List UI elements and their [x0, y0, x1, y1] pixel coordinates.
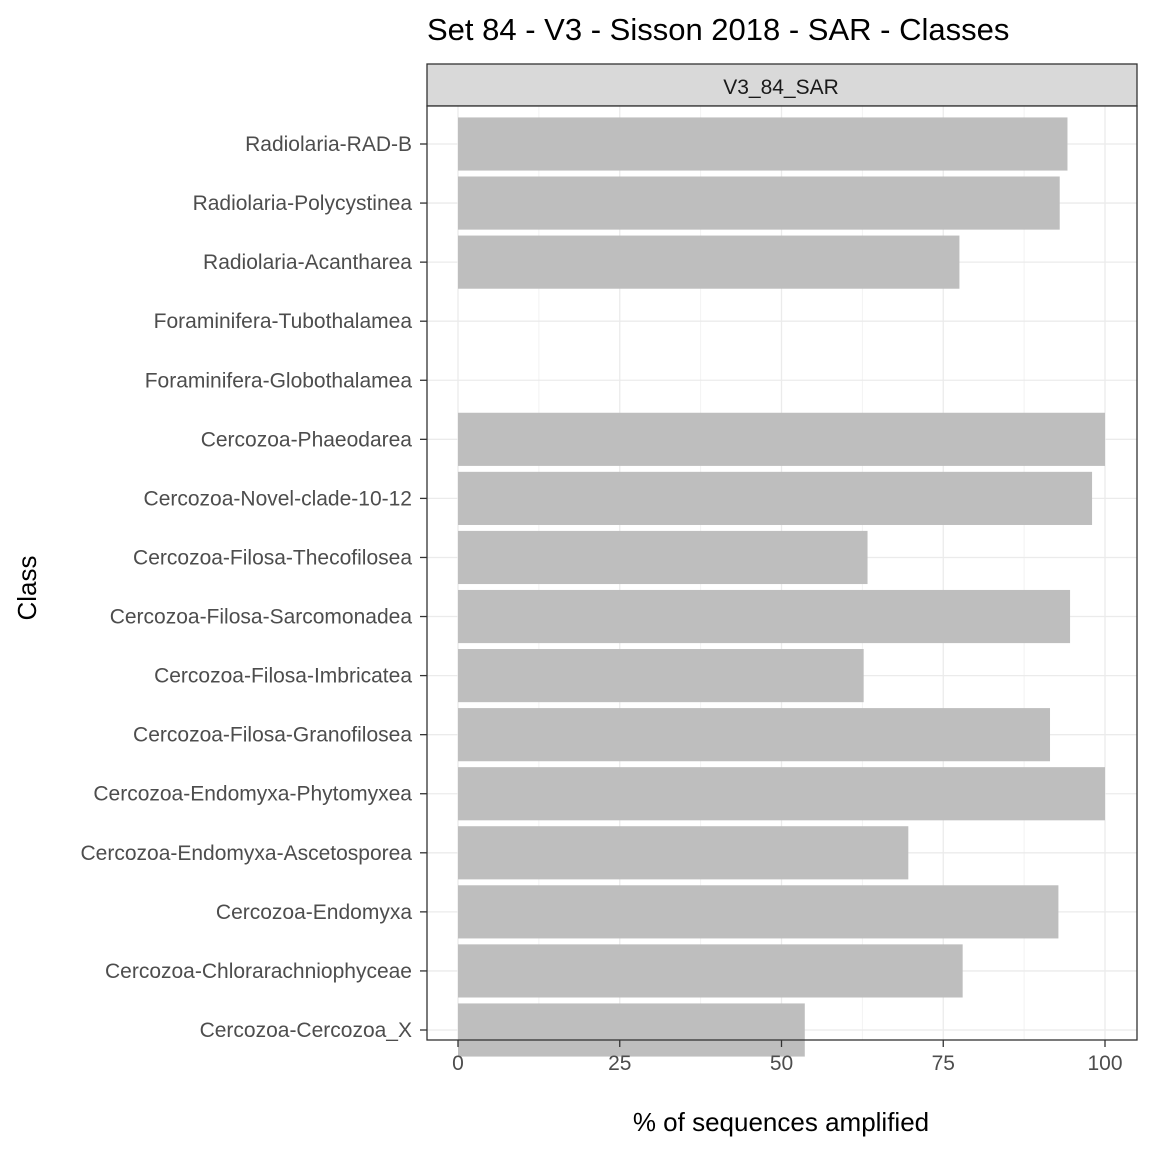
bar-cercozoa-filosa-granofilosea	[458, 708, 1051, 762]
bar-radiolaria-acantharea	[458, 235, 960, 289]
facet-strip-label: V3_84_SAR	[723, 76, 839, 99]
y-tick-label: Radiolaria-Polycystinea	[193, 192, 413, 215]
y-tick-label: Cercozoa-Novel-clade-10-12	[144, 487, 412, 510]
y-tick-label: Cercozoa-Endomyxa-Ascetosporea	[81, 842, 413, 865]
x-axis: 0 25 50 75 100	[452, 1040, 1123, 1075]
bar-cercozoa-endomyxa-phytomyxea	[458, 767, 1105, 821]
bar-cercozoa-endomyxa-ascetosporea	[458, 826, 909, 880]
x-axis-title: % of sequences amplified	[633, 1107, 929, 1137]
y-tick-label: Cercozoa-Endomyxa	[216, 901, 412, 924]
y-axis-title: Class	[12, 555, 42, 620]
x-tick-label: 100	[1087, 1052, 1122, 1075]
bar-cercozoa-chlorarachniophyceae	[458, 944, 963, 998]
y-tick-label: Cercozoa-Chlorarachniophyceae	[105, 960, 412, 983]
y-tick-label: Cercozoa-Phaeodarea	[201, 428, 413, 451]
bar-radiolaria-rad-b	[458, 117, 1068, 171]
facet-strip-background	[426, 63, 1138, 107]
y-tick-label: Cercozoa-Filosa-Imbricatea	[154, 665, 412, 688]
y-tick-label: Cercozoa-Filosa-Granofilosea	[133, 724, 412, 747]
x-tick-label: 75	[932, 1052, 955, 1075]
bar-cercozoa-filosa-sarcomonadea	[458, 589, 1071, 644]
facet-strip: V3_84_SAR	[426, 63, 1138, 107]
bar-cercozoa-novel-clade-10-12	[458, 471, 1093, 525]
x-tick-label: 50	[770, 1052, 793, 1075]
x-tick-label: 25	[608, 1052, 631, 1075]
y-tick-label: Radiolaria-RAD-B	[245, 133, 412, 156]
y-tick-label: Foraminifera-Tubothalamea	[154, 310, 413, 333]
y-tick-label: Cercozoa-Cercozoa_X	[200, 1019, 412, 1042]
y-tick-label: Cercozoa-Filosa-Sarcomonadea	[110, 606, 413, 629]
y-tick-label: Cercozoa-Endomyxa-Phytomyxea	[93, 783, 412, 806]
bar-cercozoa-cercozoa-x	[458, 1003, 805, 1057]
x-tick-label: 0	[452, 1052, 464, 1075]
bar-radiolaria-polycystinea	[458, 176, 1060, 230]
y-tick-label: Cercozoa-Filosa-Thecofilosea	[133, 546, 412, 569]
bar-cercozoa-filosa-imbricatea	[458, 649, 864, 703]
y-tick-label: Radiolaria-Acantharea	[203, 251, 412, 274]
bars	[458, 117, 1105, 1057]
plot-panel	[426, 105, 1138, 1057]
y-tick-label: Foraminifera-Globothalamea	[145, 369, 413, 392]
y-axis: Radiolaria-RAD-B Radiolaria-Polycystinea R…	[81, 133, 427, 1042]
chart-title: Set 84 - V3 - Sisson 2018 - SAR - Classe…	[427, 12, 1009, 47]
bar-cercozoa-phaeodarea	[458, 412, 1105, 466]
bar-cercozoa-endomyxa	[458, 885, 1059, 939]
bar-cercozoa-filosa-thecofilosea	[458, 530, 868, 585]
